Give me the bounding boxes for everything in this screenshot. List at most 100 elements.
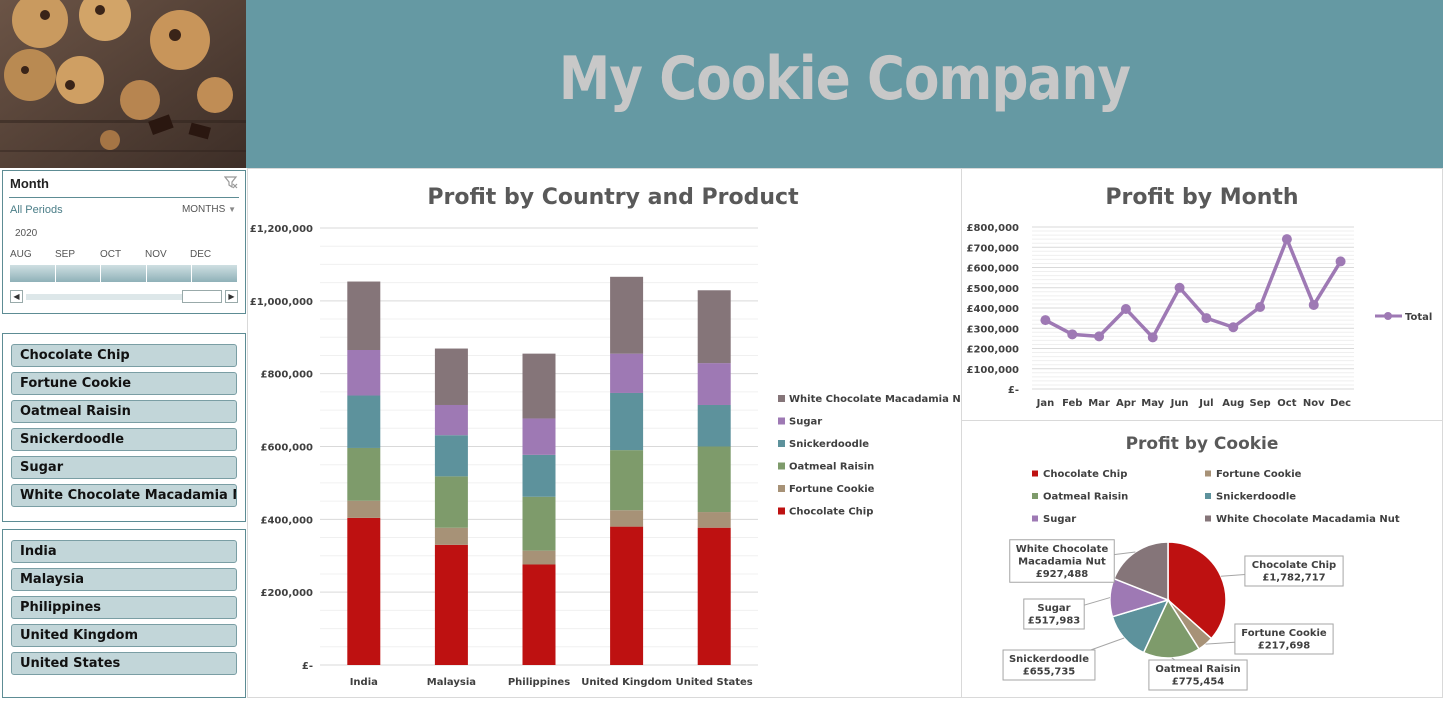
x-tick-label: Nov: [1303, 398, 1325, 409]
chart-title: Profit by Country and Product: [427, 185, 799, 210]
country-product-chart-panel[interactable]: Profit by Country and Product £- £200,000 £…: [247, 168, 973, 698]
x-tick-label: Sep: [1250, 398, 1271, 409]
y-tick-label: £400,000: [260, 515, 313, 526]
data-label-chocolate-chip: Chocolate Chip £1,782,717: [1252, 560, 1336, 584]
x-tick-label: United States: [676, 677, 753, 688]
legend-marker: [1384, 312, 1392, 320]
country-product-chart: Profit by Country and Product £- £200,000 £…: [250, 185, 973, 688]
legend-swatch: [778, 417, 785, 425]
timeline-month[interactable]: DEC: [190, 249, 212, 260]
data-label-value: £1,782,717: [1262, 573, 1325, 584]
data-label-name: Sugar: [1037, 603, 1070, 614]
data-point: [1308, 299, 1319, 310]
x-tick-label: Mar: [1088, 398, 1110, 409]
timeline-month[interactable]: AUG: [10, 249, 32, 260]
cookie-chart-panel[interactable]: Profit by Cookie Chocolate Chip Fortune Co…: [961, 420, 1443, 698]
slicer-item-malaysia[interactable]: Malaysia: [11, 568, 237, 591]
chart-title: Profit by Month: [1105, 185, 1298, 210]
y-tick-label: £300,000: [966, 324, 1019, 335]
legend-label: Oatmeal Raisin: [789, 462, 874, 473]
data-point: [1120, 304, 1131, 315]
data-label-box: [1023, 598, 1085, 630]
slicer-item-united-kingdom[interactable]: United Kingdom: [11, 624, 237, 647]
chevron-left-icon[interactable]: ◀: [10, 290, 23, 303]
bar-sugar: [610, 353, 644, 393]
bar-oatmeal-raisin: [697, 446, 731, 513]
timeline-scrollbar[interactable]: ◀ ▶: [10, 290, 238, 304]
bar-sugar: [347, 349, 381, 396]
slicer-item-fortune-cookie[interactable]: Fortune Cookie: [11, 372, 237, 395]
x-tick-label: United Kingdom: [581, 677, 672, 688]
slicer-item-chocolate-chip[interactable]: Chocolate Chip: [11, 344, 237, 367]
timeline-title: Month: [10, 176, 49, 191]
data-label-box: [1148, 659, 1248, 691]
bar-white-chocolate-macadamia-nut: [434, 348, 468, 405]
bar-fortune-cookie: [697, 512, 731, 528]
timeline-month[interactable]: NOV: [145, 249, 167, 260]
timeline-month[interactable]: OCT: [100, 249, 122, 260]
legend-label: Oatmeal Raisin: [1043, 492, 1128, 503]
x-tick-label: Jul: [1198, 398, 1213, 409]
legend-swatch: [1205, 470, 1211, 477]
data-point: [1255, 301, 1266, 312]
cookie-photo: [0, 0, 246, 168]
bar-chocolate-chip: [522, 564, 556, 665]
data-label-snickerdoodle: Snickerdoodle £655,735: [1009, 654, 1089, 678]
bar-oatmeal-raisin: [434, 476, 468, 528]
month-chart: Profit by Month £- £100,000 £200,000 £300,00…: [966, 185, 1432, 409]
x-tick-label: Oct: [1277, 398, 1296, 409]
scroll-thumb[interactable]: [182, 290, 222, 303]
data-point: [1201, 313, 1212, 324]
y-tick-label: £1,200,000: [250, 224, 313, 235]
scroll-track[interactable]: [26, 294, 222, 300]
y-tick-label: £100,000: [966, 365, 1019, 376]
slicer-item-snickerdoodle[interactable]: Snickerdoodle: [11, 428, 237, 451]
bar-snickerdoodle: [697, 404, 731, 447]
data-label-fortune-cookie: Fortune Cookie £217,698: [1241, 628, 1327, 652]
y-tick-label: £200,000: [260, 588, 313, 599]
slicer-item-sugar[interactable]: Sugar: [11, 456, 237, 479]
bar-snickerdoodle: [610, 392, 644, 451]
data-point: [1094, 331, 1105, 342]
legend-label: Sugar: [789, 417, 822, 428]
bar-snickerdoodle: [347, 395, 381, 448]
legend-label: Fortune Cookie: [789, 484, 875, 495]
timeline-year: 2020: [15, 228, 38, 239]
timeline-selection-bar[interactable]: [10, 265, 238, 282]
country-slicer: India Malaysia Philippines United Kingdo…: [2, 529, 246, 698]
x-tick-label: Feb: [1062, 398, 1082, 409]
y-tick-label: £1,000,000: [250, 297, 313, 308]
slicer-item-white-chocolate-macadamia-nut[interactable]: White Chocolate Macadamia Nut: [11, 484, 237, 507]
slicer-item-united-states[interactable]: United States: [11, 652, 237, 675]
timeline-month[interactable]: SEP: [55, 249, 76, 260]
legend-swatch: [1032, 515, 1038, 522]
time-level-label: MONTHS: [181, 204, 226, 215]
slicer-item-india[interactable]: India: [11, 540, 237, 563]
chevron-right-icon[interactable]: ▶: [225, 290, 238, 303]
slicer-item-oatmeal-raisin[interactable]: Oatmeal Raisin: [11, 400, 237, 423]
x-tick-label: Aug: [1222, 398, 1244, 409]
data-point: [1228, 322, 1239, 333]
data-label-name: Oatmeal Raisin: [1155, 664, 1240, 675]
chevron-down-icon: ▼: [228, 205, 236, 214]
data-label-box: [1234, 623, 1334, 655]
clear-filter-icon[interactable]: [223, 175, 238, 192]
y-tick-label: £-: [1008, 385, 1019, 396]
y-tick-label: £800,000: [260, 370, 313, 381]
legend-swatch: [778, 395, 785, 402]
month-chart-panel[interactable]: Profit by Month £- £100,000 £200,000 £300,00…: [961, 168, 1443, 421]
slicer-item-philippines[interactable]: Philippines: [11, 596, 237, 619]
bar-fortune-cookie: [347, 500, 381, 518]
bar-white-chocolate-macadamia-nut: [347, 281, 381, 350]
month-timeline-slicer: Month All Periods MONTHS ▼ 2020 AUG SEP …: [2, 170, 246, 314]
legend-label: Sugar: [1043, 514, 1076, 525]
legend-label: Chocolate Chip: [789, 507, 873, 518]
bar-sugar: [697, 363, 731, 405]
time-level-dropdown[interactable]: MONTHS ▼: [182, 204, 236, 215]
bar-oatmeal-raisin: [522, 496, 556, 551]
bar-fortune-cookie: [610, 510, 644, 527]
legend-label: Total: [1405, 312, 1432, 323]
company-title: My Cookie Company: [558, 44, 1131, 114]
bar-fortune-cookie: [522, 550, 556, 565]
